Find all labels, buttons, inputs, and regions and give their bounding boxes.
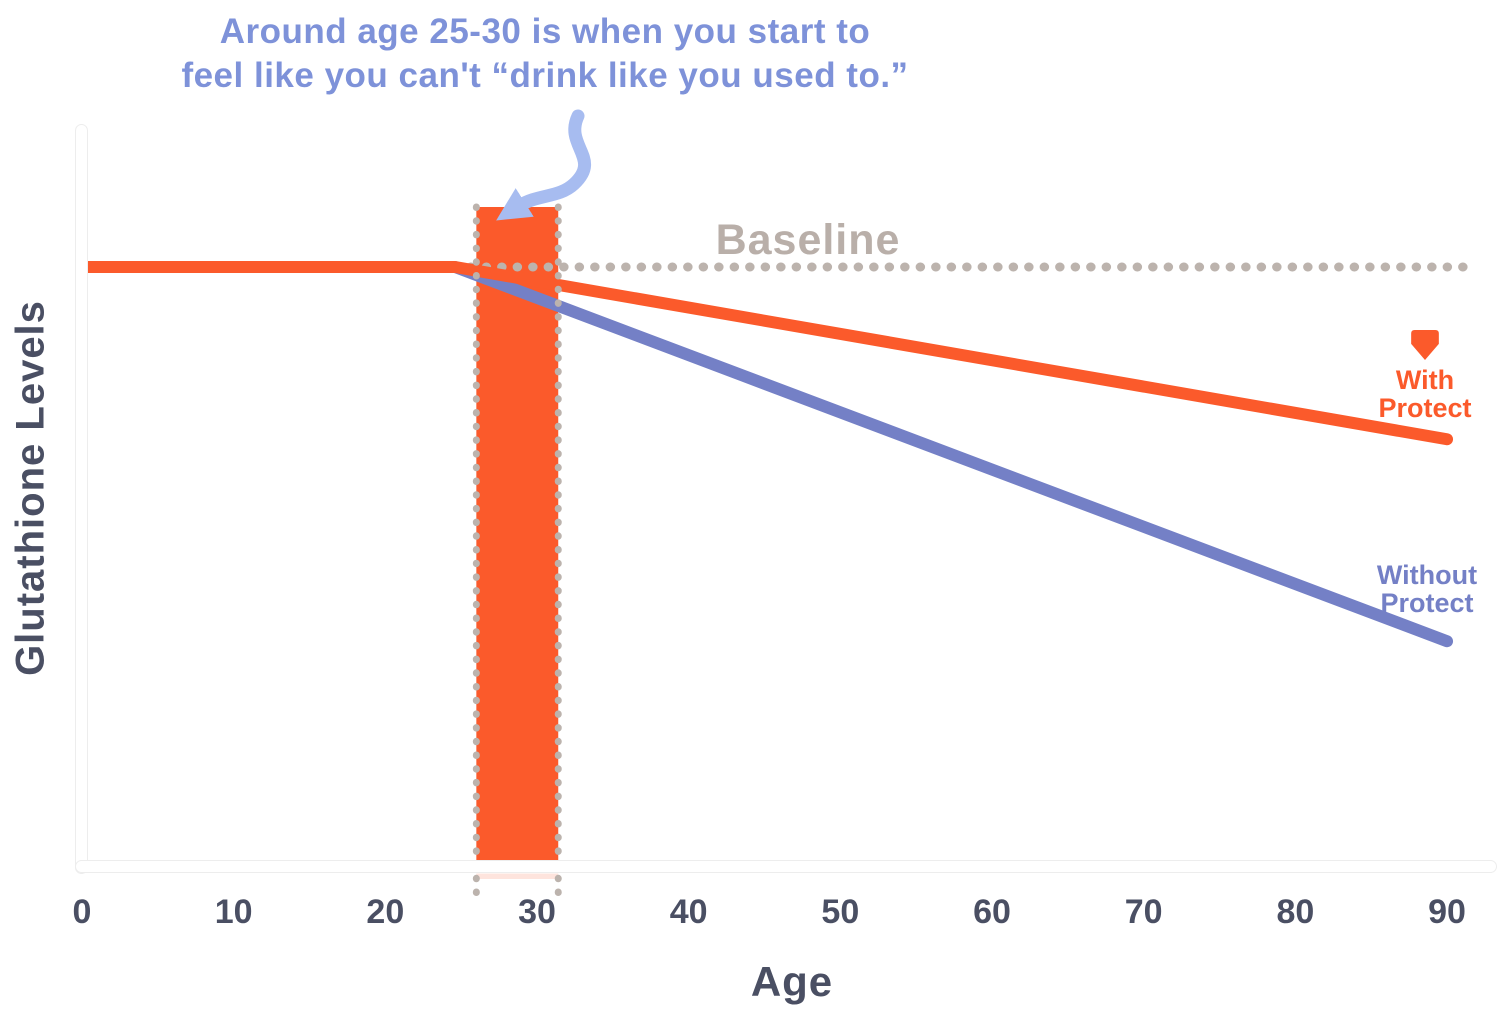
series-label-line: Without <box>1376 560 1478 590</box>
x-tick-label: 90 <box>1428 893 1466 931</box>
y-axis-title: Glutathione Levels <box>8 300 53 676</box>
x-axis-line <box>75 860 1497 873</box>
series-line-with-protect <box>76 261 1454 446</box>
x-tick-label: 50 <box>821 893 860 931</box>
annotation-text: Around age 25-30 is when you start to fe… <box>145 10 945 98</box>
series-label-with-protect: With Protect <box>1365 330 1485 423</box>
x-tick-label: 0 <box>72 893 92 931</box>
x-tick-label: 20 <box>366 893 405 931</box>
x-tick-label: 70 <box>1124 893 1163 931</box>
x-tick-label: 80 <box>1276 893 1315 931</box>
series-label-line: Protect <box>1380 588 1474 619</box>
x-tick-label: 40 <box>669 893 708 931</box>
annotation-arrow <box>496 109 592 221</box>
annotation-line-1: Around age 25-30 is when you start to <box>219 12 871 51</box>
annotation-line-2: feel like you can't “drink like you used… <box>181 55 909 95</box>
baseline-label: Baseline <box>715 216 901 264</box>
shield-icon <box>1411 330 1439 360</box>
x-tick-label: 30 <box>518 893 556 931</box>
y-axis-line <box>75 124 88 874</box>
series-label-without-protect: Without Protect <box>1367 561 1487 618</box>
highlight-band <box>476 207 559 861</box>
series-label-line: Protect <box>1378 393 1472 424</box>
x-tick-label: 60 <box>973 893 1011 931</box>
x-axis-title: Age <box>750 958 834 1005</box>
series-label-line: With <box>1395 365 1455 395</box>
x-tick-label: 10 <box>214 893 253 931</box>
